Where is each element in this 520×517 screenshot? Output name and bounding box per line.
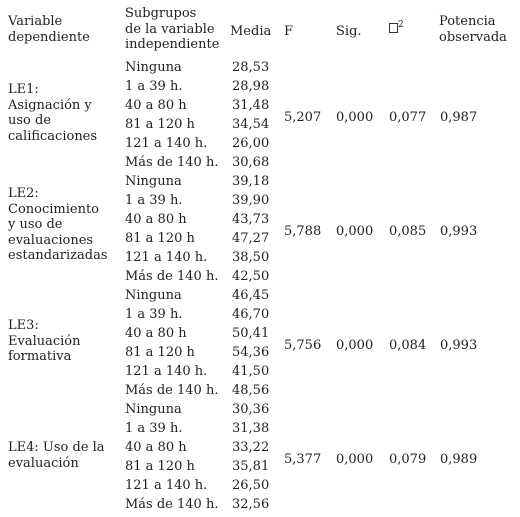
subgroup-cell: Ninguna xyxy=(125,402,182,417)
subgroup-cell: 81 a 120 h xyxy=(125,459,195,474)
media-cell: 38,50 xyxy=(232,250,270,265)
power-value-cell: 0,993 xyxy=(440,223,478,239)
header-sig: Sig. xyxy=(336,24,362,39)
subgroup-cell: Ninguna xyxy=(125,60,182,75)
media-cell: 28,53 xyxy=(232,60,270,75)
media-cell: 42,50 xyxy=(232,269,270,284)
subgroup-cell: 81 a 120 h xyxy=(125,117,195,132)
block-label-line: evaluación xyxy=(8,455,79,471)
subgroup-cell: 40 a 80 h xyxy=(125,326,187,341)
header-variable-line2: dependiente xyxy=(8,29,90,45)
block-label-line: Asignación y xyxy=(8,97,92,113)
media-cell: 34,54 xyxy=(232,117,270,132)
block-label-line: LE1: xyxy=(8,82,39,97)
block-label-line: y uso de xyxy=(8,217,63,232)
subgroup-cell: 1 a 39 h. xyxy=(125,421,183,436)
subgroup-cell: 81 a 120 h xyxy=(125,231,195,246)
subgroup-cell: 40 a 80 h xyxy=(125,440,187,455)
subgroup-cell: 1 a 39 h. xyxy=(125,307,183,322)
media-cell: 26,50 xyxy=(232,478,270,493)
header-power-line1: Potencia xyxy=(439,14,496,29)
subgroup-cell: 40 a 80 h xyxy=(125,212,187,227)
subgroup-cell: Ninguna xyxy=(125,288,182,303)
subgroup-cell: Más de 140 h. xyxy=(125,269,219,284)
media-cell: 26,00 xyxy=(232,136,270,151)
media-cell: 30,68 xyxy=(232,155,270,170)
subgroup-cell: 81 a 120 h xyxy=(125,345,195,360)
header-variable-line1: Variable xyxy=(8,14,63,29)
sig-value-cell: 0,000 xyxy=(336,109,374,125)
f-value-cell: 5,207 xyxy=(284,109,322,125)
subgroup-cell: Ninguna xyxy=(125,174,182,189)
sig-value-cell: 0,000 xyxy=(336,451,374,467)
eta-symbol-icon xyxy=(389,23,398,34)
header-subgroup: Subgrupos de la variable independiente xyxy=(125,6,219,53)
header-variable: Variable dependiente xyxy=(8,14,90,45)
eta-value-cell: 0,085 xyxy=(389,223,427,239)
media-cell: 30,36 xyxy=(232,402,270,417)
header-subgroup-line1: Subgrupos xyxy=(125,6,197,21)
block-label-line: Evaluación xyxy=(8,333,81,349)
media-cell: 46,70 xyxy=(232,307,270,322)
media-cell: 48,56 xyxy=(232,383,270,398)
block-label-line: LE3: xyxy=(8,318,39,333)
header-eta-sup: 2 xyxy=(398,20,404,30)
power-value-cell: 0,993 xyxy=(440,337,478,353)
subgroup-cell: Más de 140 h. xyxy=(125,383,219,398)
block-label: LE3: Evaluación formativa xyxy=(8,318,120,365)
media-cell: 50,41 xyxy=(232,326,270,341)
subgroup-cell: Más de 140 h. xyxy=(125,155,219,170)
media-cell: 47,27 xyxy=(232,231,270,246)
f-value-cell: 5,756 xyxy=(284,337,322,353)
header-power: Potencia observada xyxy=(439,14,507,45)
f-value-cell: 5,788 xyxy=(284,223,322,239)
subgroup-cell: 1 a 39 h. xyxy=(125,193,183,208)
media-cell: 31,38 xyxy=(232,421,270,436)
eta-value-cell: 0,084 xyxy=(389,337,427,353)
sig-value-cell: 0,000 xyxy=(336,223,374,239)
media-cell: 41,50 xyxy=(232,364,270,379)
media-cell: 54,36 xyxy=(232,345,270,360)
media-cell: 28,98 xyxy=(232,79,270,94)
block-label-line: evaluaciones xyxy=(8,232,94,248)
power-value-cell: 0,989 xyxy=(440,451,478,467)
block-label: LE4: Uso de la evaluación xyxy=(8,440,120,471)
subgroup-cell: Más de 140 h. xyxy=(125,497,219,512)
header-power-line2: observada xyxy=(439,29,507,45)
media-cell: 31,48 xyxy=(232,98,270,113)
subgroup-cell: 121 a 140 h. xyxy=(125,478,208,493)
block-label-line: calificaciones xyxy=(8,128,98,144)
header-subgroup-line2: de la variable xyxy=(125,21,215,37)
header-media: Media xyxy=(230,24,272,39)
subgroup-cell: 121 a 140 h. xyxy=(125,364,208,379)
media-cell: 43,73 xyxy=(232,212,270,227)
media-cell: 35,81 xyxy=(232,459,270,474)
block-label-line: formativa xyxy=(8,349,72,364)
eta-value-cell: 0,079 xyxy=(389,451,427,467)
block-label: LE2: Conocimiento y uso de evaluaciones esta… xyxy=(8,186,120,264)
subgroup-cell: 121 a 140 h. xyxy=(125,136,208,151)
block-label-line: LE4: Uso de la xyxy=(8,440,105,455)
header-subgroup-line3: independiente xyxy=(125,37,220,52)
subgroup-cell: 121 a 140 h. xyxy=(125,250,208,265)
power-value-cell: 0,987 xyxy=(440,109,478,125)
media-cell: 39,18 xyxy=(232,174,270,189)
subgroup-cell: 40 a 80 h xyxy=(125,98,187,113)
block-label-line: estandarizadas xyxy=(8,248,108,263)
header-eta: 2 xyxy=(389,18,404,37)
media-cell: 33,22 xyxy=(232,440,270,455)
block-label-line: uso de xyxy=(8,113,52,128)
block-label-line: LE2: xyxy=(8,186,39,201)
f-value-cell: 5,377 xyxy=(284,451,322,467)
subgroup-cell: 1 a 39 h. xyxy=(125,79,183,94)
sig-value-cell: 0,000 xyxy=(336,337,374,353)
block-label: LE1: Asignación y uso de calificaciones xyxy=(8,82,120,144)
media-cell: 39,90 xyxy=(232,193,270,208)
header-f: F xyxy=(284,24,294,39)
eta-value-cell: 0,077 xyxy=(389,109,427,125)
block-label-line: Conocimiento xyxy=(8,201,100,217)
media-cell: 46,45 xyxy=(232,288,270,303)
media-cell: 32,56 xyxy=(232,497,270,512)
